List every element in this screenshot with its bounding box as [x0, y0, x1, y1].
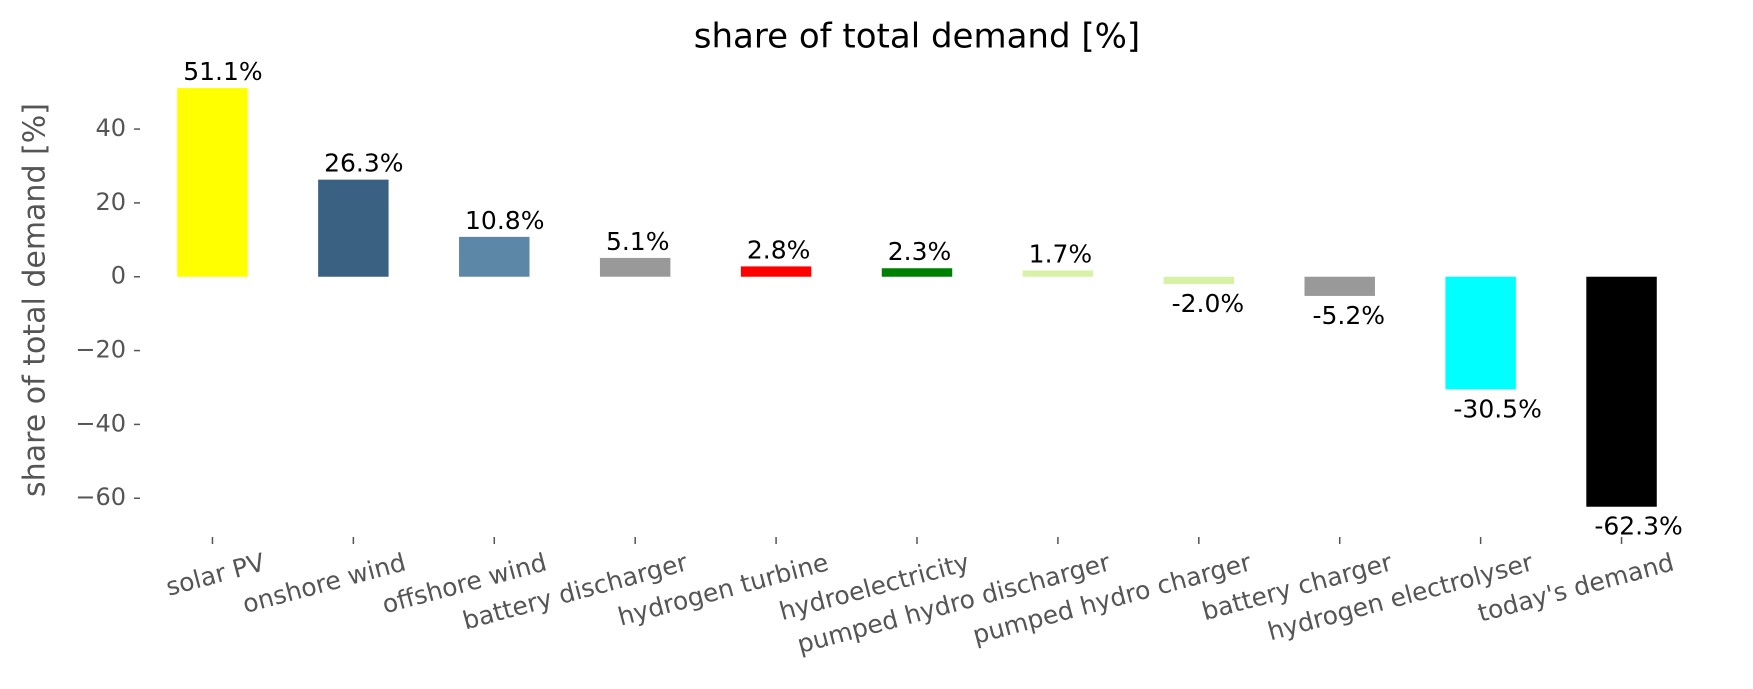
y-tick-label: 40	[95, 114, 126, 142]
bar	[318, 179, 389, 277]
value-label: 10.8%	[465, 206, 544, 235]
bar	[740, 266, 812, 277]
bar	[599, 257, 671, 277]
bar	[1586, 276, 1657, 507]
y-tick-label: 0	[111, 262, 126, 290]
value-label: -30.5%	[1453, 394, 1541, 423]
bar	[459, 236, 530, 277]
bar	[881, 268, 953, 277]
bar	[1022, 270, 1094, 277]
value-label: -5.2%	[1313, 301, 1386, 330]
bar	[177, 88, 248, 277]
y-tick-label: 20	[95, 188, 126, 216]
value-label: 26.3%	[324, 149, 403, 178]
y-tick-label: −40	[75, 409, 126, 437]
bar	[1445, 276, 1516, 390]
y-tick-label: −20	[75, 336, 126, 364]
value-label: 51.1%	[183, 57, 262, 86]
value-label: 5.1%	[606, 227, 670, 256]
value-label: -62.3%	[1594, 512, 1682, 541]
chart-title: share of total demand [%]	[694, 17, 1140, 57]
bar	[1304, 276, 1375, 296]
y-axis-label: share of total demand [%]	[18, 103, 53, 497]
value-label: -2.0%	[1172, 289, 1245, 318]
bar	[1163, 276, 1235, 285]
value-label: 2.8%	[747, 235, 811, 264]
y-tick-label: −60	[75, 483, 126, 511]
value-label: 1.7%	[1029, 239, 1093, 268]
value-label: 2.3%	[888, 237, 952, 266]
